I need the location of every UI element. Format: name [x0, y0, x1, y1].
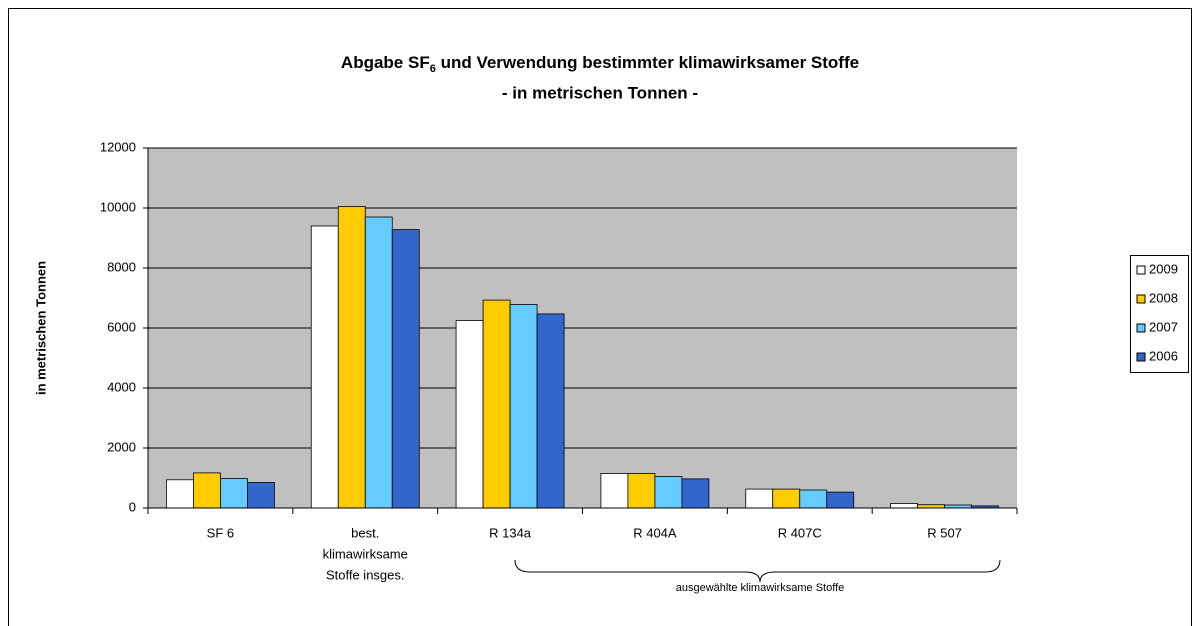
y-tick-label: 8000: [107, 259, 136, 274]
x-tick-label: R 404A: [633, 525, 677, 540]
bar: [455, 320, 484, 509]
legend-label: 2009: [1149, 261, 1178, 276]
bar: [890, 503, 918, 509]
bar: [627, 473, 656, 509]
bar: [337, 206, 366, 509]
bar: [745, 488, 774, 509]
bar: [772, 488, 801, 509]
bar: [364, 216, 393, 509]
bar: [826, 491, 855, 509]
x-tick-label: R 134a: [489, 525, 532, 540]
y-tick-label: 10000: [100, 199, 136, 214]
x-tick-label: R 507: [927, 525, 962, 540]
bar: [310, 225, 339, 509]
legend-swatch: [1136, 265, 1146, 275]
x-tick-label: best.: [351, 525, 379, 540]
bar: [220, 478, 248, 509]
y-tick-label: 2000: [107, 439, 136, 454]
bar: [654, 476, 683, 509]
y-tick-label: 12000: [100, 139, 136, 154]
bar: [193, 472, 221, 509]
bar: [391, 229, 420, 509]
legend-label: 2006: [1149, 348, 1178, 363]
legend-swatch: [1136, 294, 1146, 304]
bar: [799, 489, 828, 509]
legend-swatch: [1136, 323, 1146, 333]
chart-title: Abgabe SF6 und Verwendung bestimmter kli…: [341, 53, 859, 74]
chart-subtitle: - in metrischen Tonnen -: [502, 83, 698, 102]
y-tick-label: 4000: [107, 379, 136, 394]
x-tick-label: klimawirksame: [323, 546, 408, 561]
title-rest: und Verwendung bestimmter klimawirksamer…: [436, 53, 859, 72]
y-axis-label: in metrischen Tonnen: [33, 261, 48, 395]
bar: [247, 482, 275, 509]
x-tick-label: SF 6: [207, 525, 234, 540]
title-subscript: 6: [430, 63, 436, 75]
legend-label: 2007: [1149, 319, 1178, 334]
bar: [509, 304, 538, 509]
bar: [536, 313, 565, 509]
legend-swatch: [1136, 352, 1146, 362]
x-tick-label: R 407C: [778, 525, 822, 540]
title-text: Abgabe SF: [341, 53, 430, 72]
bar: [600, 473, 629, 509]
annotation: ausgewählte klimawirksame Stoffe: [676, 582, 845, 594]
bar: [681, 478, 710, 509]
y-tick-label: 0: [129, 499, 136, 514]
bar: [166, 479, 194, 509]
bar: [482, 299, 511, 509]
x-tick-label: Stoffe insges.: [326, 567, 405, 582]
brace: [514, 559, 1001, 583]
y-tick-label: 6000: [107, 319, 136, 334]
legend-label: 2008: [1149, 290, 1178, 305]
